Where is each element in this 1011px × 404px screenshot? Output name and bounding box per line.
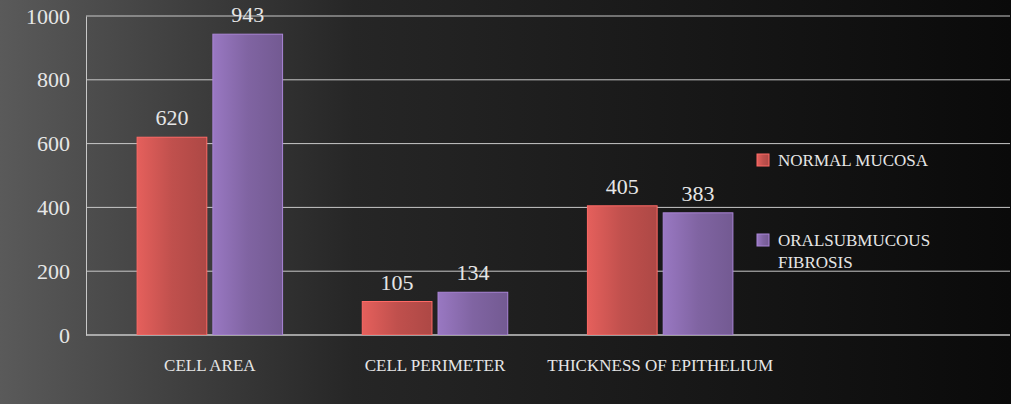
bar: [137, 137, 207, 335]
data-label: 105: [381, 270, 414, 295]
y-tick: 600: [37, 131, 86, 156]
data-label: 405: [606, 174, 639, 199]
y-tick-label: 0: [59, 323, 70, 348]
legend-item: NORMAL MUCOSA: [757, 151, 929, 170]
y-tick-label: 600: [37, 131, 70, 156]
data-labels: 620 105 405 943 134 383: [155, 2, 714, 294]
bar: [663, 213, 733, 335]
y-tick: 400: [37, 195, 86, 220]
data-label: 620: [155, 105, 188, 130]
legend-item: ORALSUBMUCOUS FIBROSIS: [757, 231, 930, 272]
y-tick-label: 200: [37, 259, 70, 284]
grid: [86, 16, 1010, 335]
x-tick: CELL AREA: [164, 335, 256, 375]
background: [0, 0, 1011, 404]
bar: [362, 302, 432, 335]
y-tick-label: 800: [37, 67, 70, 92]
legend-label: ORALSUBMUCOUS FIBROSIS: [778, 231, 930, 272]
y-tick: 800: [37, 67, 86, 92]
y-tick: 0: [59, 323, 86, 348]
legend-label-line: NORMAL MUCOSA: [778, 151, 929, 170]
x-tick: THICKNESS OF EPITHELIUM: [547, 335, 773, 375]
legend: NORMAL MUCOSA ORALSUBMUCOUS FIBROSIS: [757, 151, 930, 272]
data-label: 943: [231, 2, 264, 27]
y-tick: 1000: [26, 4, 86, 29]
x-axis: CELL AREA CELL PERIMETER THICKNESS OF EPIT…: [86, 335, 1010, 375]
y-tick-label: 1000: [26, 4, 70, 29]
bar: [438, 292, 508, 335]
bars: [137, 34, 733, 335]
data-label: 134: [456, 260, 489, 285]
x-tick-label: THICKNESS OF EPITHELIUM: [547, 356, 773, 375]
grid-line: [86, 16, 1010, 17]
chart-container: 0 200 400 600 800 1000 CELL AREA CELL PERIMETER…: [0, 0, 1011, 404]
y-tick-label: 400: [37, 195, 70, 220]
y-axis: 0 200 400 600 800 1000: [26, 4, 87, 348]
legend-swatch: [757, 154, 769, 166]
y-tick: 200: [37, 259, 86, 284]
legend-label: NORMAL MUCOSA: [778, 151, 929, 170]
data-label: 383: [682, 181, 715, 206]
x-tick-label: CELL PERIMETER: [365, 356, 506, 375]
bar: [587, 206, 657, 335]
x-tick: CELL PERIMETER: [365, 335, 506, 375]
series-bars: [213, 34, 733, 335]
bar: [213, 34, 283, 335]
legend-swatch: [757, 234, 769, 246]
y-axis-line: [86, 17, 87, 336]
chart-svg: 0 200 400 600 800 1000 CELL AREA CELL PERIMETER…: [0, 0, 1011, 404]
legend-label-line: ORALSUBMUCOUS: [778, 231, 930, 250]
x-tick-label: CELL AREA: [164, 356, 256, 375]
legend-label-line: FIBROSIS: [778, 253, 853, 272]
